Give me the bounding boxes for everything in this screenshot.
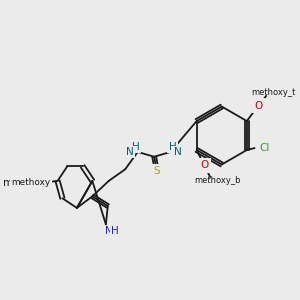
Text: N: N [105, 226, 112, 236]
Text: methoxy_b: methoxy_b [195, 176, 241, 185]
Text: N: N [174, 147, 182, 157]
Text: O: O [254, 100, 262, 111]
Text: S: S [154, 166, 160, 176]
Text: Cl: Cl [259, 143, 269, 153]
Text: methoxy: methoxy [11, 178, 50, 187]
Text: methoxy: methoxy [3, 178, 49, 188]
Text: methoxy_t: methoxy_t [252, 88, 296, 97]
Text: H: H [111, 226, 119, 236]
Text: H: H [169, 142, 176, 152]
Text: N: N [126, 147, 134, 157]
Text: O: O [38, 178, 46, 188]
Text: H: H [132, 142, 140, 152]
Text: O: O [200, 160, 208, 170]
Text: O: O [38, 178, 46, 188]
